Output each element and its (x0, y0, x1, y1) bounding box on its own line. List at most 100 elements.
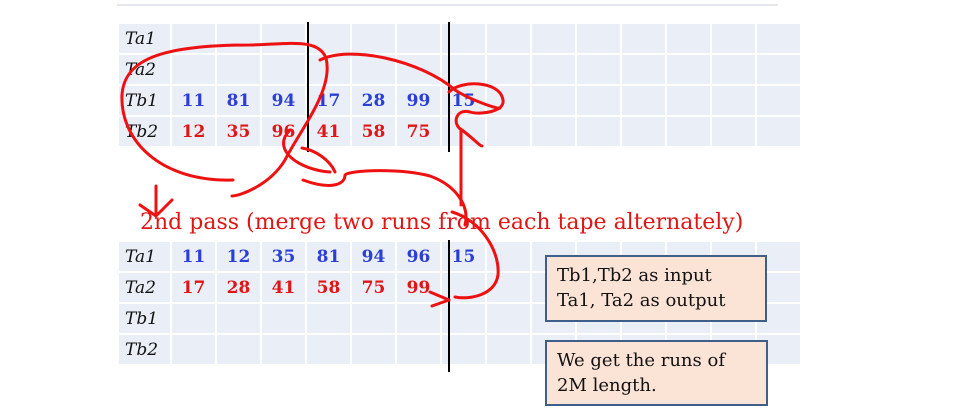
tape-cell: 12 (170, 115, 217, 148)
tape-row: Tb1 11 81 94 17 28 99 15 (117, 84, 802, 117)
tape-cell (170, 333, 217, 366)
tape-cell (530, 84, 577, 117)
tape-cell: 96 (395, 240, 442, 273)
pass-title: 2nd pass (merge two runs from each tape … (140, 210, 744, 235)
tape-cell (485, 84, 532, 117)
tape-cell (395, 53, 442, 86)
tape-cell: 75 (395, 115, 442, 148)
tape-cell (215, 333, 262, 366)
tape-cell: 96 (260, 115, 307, 148)
tape-cell (485, 240, 532, 273)
tape-cell (260, 53, 307, 86)
tape-cell (665, 53, 712, 86)
tape-cell (665, 84, 712, 117)
tape-cell: 81 (215, 84, 262, 117)
tape-cell: 99 (395, 271, 442, 304)
tape-cell (710, 53, 757, 86)
tape-cell: 58 (305, 271, 352, 304)
tape-cell: 17 (170, 271, 217, 304)
tape-cell (485, 271, 532, 304)
tape-cell: 58 (350, 115, 397, 148)
tape-cell (710, 84, 757, 117)
tape-cell (665, 115, 712, 148)
tape-cell: 35 (215, 115, 262, 148)
tape-cell (755, 115, 802, 148)
tape-cell: 94 (350, 240, 397, 273)
tape-cell (350, 53, 397, 86)
tape-cell (350, 22, 397, 55)
tape-cell (260, 333, 307, 366)
tape-cell (170, 302, 217, 335)
tape-cell (710, 115, 757, 148)
tape-label: Ta1 (117, 240, 172, 273)
tape-cell (620, 115, 667, 148)
tape-cell (575, 115, 622, 148)
tape-cell (665, 22, 712, 55)
tape-cell (350, 302, 397, 335)
tape-cell: 12 (215, 240, 262, 273)
tape-label: Tb2 (117, 115, 172, 148)
tape-cell (215, 53, 262, 86)
tape-cell (395, 333, 442, 366)
first-pass-table: Ta1 Ta2 Tb1 11 81 94 17 28 99 15 Tb2 12 35 96 41 58 75 (117, 22, 802, 148)
tape-cell (215, 302, 262, 335)
tape-label: Ta1 (117, 22, 172, 55)
io-note-line: Ta1, Ta2 as output (557, 290, 726, 311)
tape-cell: 35 (260, 240, 307, 273)
tape-row: Tb2 12 35 96 41 58 75 (117, 115, 802, 148)
tape-cell: 28 (350, 84, 397, 117)
tape-cell (305, 53, 352, 86)
tape-cell (485, 115, 532, 148)
tape-cell (305, 22, 352, 55)
tape-cell (170, 22, 217, 55)
tape-cell (530, 53, 577, 86)
runs-note-line: We get the runs of (557, 350, 725, 371)
tape-row: Ta2 (117, 53, 802, 86)
run-separator-line (448, 22, 450, 152)
tape-cell (620, 22, 667, 55)
tape-label: Tb1 (117, 84, 172, 117)
tape-cell (215, 22, 262, 55)
tape-cell (620, 84, 667, 117)
tape-cell (755, 84, 802, 117)
tape-cell: 28 (215, 271, 262, 304)
tape-cell (485, 53, 532, 86)
tape-cell (395, 302, 442, 335)
tape-cell (260, 302, 307, 335)
tape-cell (530, 115, 577, 148)
tape-label: Tb2 (117, 333, 172, 366)
tape-cell (575, 84, 622, 117)
tape-cell (755, 53, 802, 86)
io-note-box: Tb1,Tb2 as input Ta1, Ta2 as output (545, 255, 767, 322)
tape-cell (350, 333, 397, 366)
tape-cell (260, 22, 307, 55)
tape-cell: 94 (260, 84, 307, 117)
io-note-line: Tb1,Tb2 as input (557, 265, 712, 286)
tape-row: Ta1 (117, 22, 802, 55)
tape-cell (305, 333, 352, 366)
tape-cell (620, 53, 667, 86)
run-separator-line (448, 240, 450, 372)
runs-note-line: 2M length. (557, 375, 657, 396)
tape-cell (575, 53, 622, 86)
tape-cell (395, 22, 442, 55)
tape-cell (485, 22, 532, 55)
tape-cell (170, 53, 217, 86)
tape-cell: 41 (260, 271, 307, 304)
tape-cell (710, 22, 757, 55)
tape-label: Ta2 (117, 53, 172, 86)
tape-cell: 81 (305, 240, 352, 273)
top-divider (117, 4, 778, 6)
tape-cell: 41 (305, 115, 352, 148)
tape-label: Ta2 (117, 271, 172, 304)
tape-cell: 17 (305, 84, 352, 117)
runs-note-box: We get the runs of 2M length. (545, 340, 768, 406)
tape-label: Tb1 (117, 302, 172, 335)
tape-cell (485, 333, 532, 366)
tape-cell (485, 302, 532, 335)
tape-cell (575, 22, 622, 55)
tape-cell: 11 (170, 84, 217, 117)
tape-cell (305, 302, 352, 335)
tape-cell: 11 (170, 240, 217, 273)
tape-cell: 99 (395, 84, 442, 117)
